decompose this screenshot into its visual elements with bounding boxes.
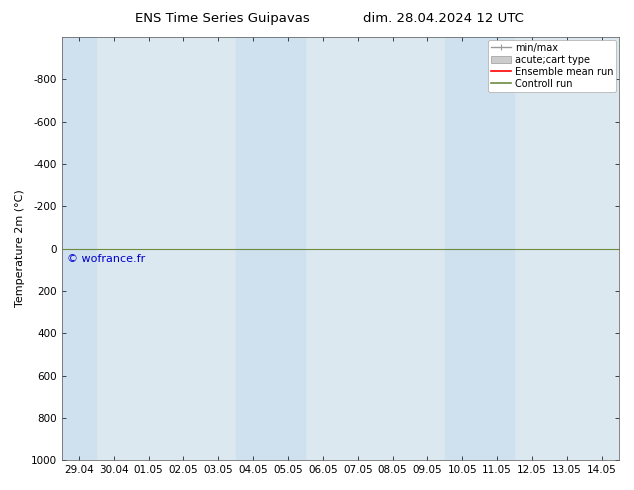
Text: ENS Time Series Guipavas: ENS Time Series Guipavas (134, 12, 309, 25)
Bar (445, 37, 480, 460)
Bar (480, 37, 514, 460)
Text: dim. 28.04.2024 12 UTC: dim. 28.04.2024 12 UTC (363, 12, 524, 25)
Y-axis label: Temperature 2m (°C): Temperature 2m (°C) (15, 190, 25, 307)
Bar (271, 37, 306, 460)
Bar (61, 37, 96, 460)
Bar (236, 37, 271, 460)
Legend: min/max, acute;cart type, Ensemble mean run, Controll run: min/max, acute;cart type, Ensemble mean … (488, 40, 616, 92)
Text: © wofrance.fr: © wofrance.fr (67, 254, 145, 264)
